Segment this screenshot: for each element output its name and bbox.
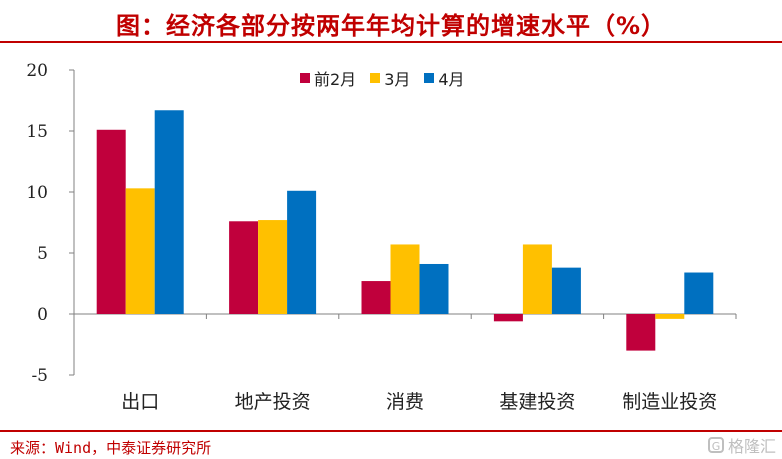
title-divider [0,41,782,43]
watermark: G 格隆汇 [707,433,776,457]
source-note: 来源：Wind，中泰证券研究所 [10,439,212,457]
y-tick-label: 10 [26,183,48,203]
legend-swatch-1 [300,73,310,83]
bar [493,314,523,322]
legend-item-1: 前2月 [300,66,356,90]
legend-label-2: 3月 [384,70,411,89]
y-tick-label: 20 [26,61,48,81]
legend-item-3: 4月 [424,66,465,90]
legend-label-1: 前2月 [314,70,357,89]
bar [229,221,259,314]
x-category-label: 地产投资 [235,391,311,413]
y-tick-label: 15 [26,122,48,142]
x-category-label: 出口 [121,391,159,413]
watermark-logo-icon: G [707,437,724,453]
legend-swatch-2 [370,73,381,83]
bar [522,244,552,314]
watermark-text: 格隆汇 [727,437,776,456]
bar [287,190,317,314]
x-category-label: 基建投资 [499,391,575,413]
bar [96,129,126,314]
y-tick-label: 0 [37,305,48,325]
title-bar: 图：经济各部分按两年年均计算的增速水平（%） [0,0,782,44]
legend-label-3: 4月 [438,70,465,89]
legend-swatch-3 [424,73,435,83]
bar [125,188,155,314]
bar [390,244,420,314]
chart-legend: 前2月 3月 4月 [300,66,479,90]
legend-item-2: 3月 [370,66,410,90]
bar [361,281,391,314]
bar [551,267,581,314]
bar [154,110,184,314]
bar [258,220,288,314]
y-tick-label: -5 [31,366,48,386]
bar [626,314,656,351]
bar [684,272,714,314]
bar [419,263,449,314]
y-tick-label: 5 [37,244,48,264]
x-category-label: 消费 [386,391,424,413]
chart-title: 图：经济各部分按两年年均计算的增速水平（%） [115,12,667,40]
bar-chart: -5 0 5 10 15 20 出口 地产投资 消费 基建投资 制造业投资 [26,61,737,413]
bar [655,314,685,319]
footer-divider [0,430,782,432]
x-category-label: 制造业投资 [622,391,717,413]
